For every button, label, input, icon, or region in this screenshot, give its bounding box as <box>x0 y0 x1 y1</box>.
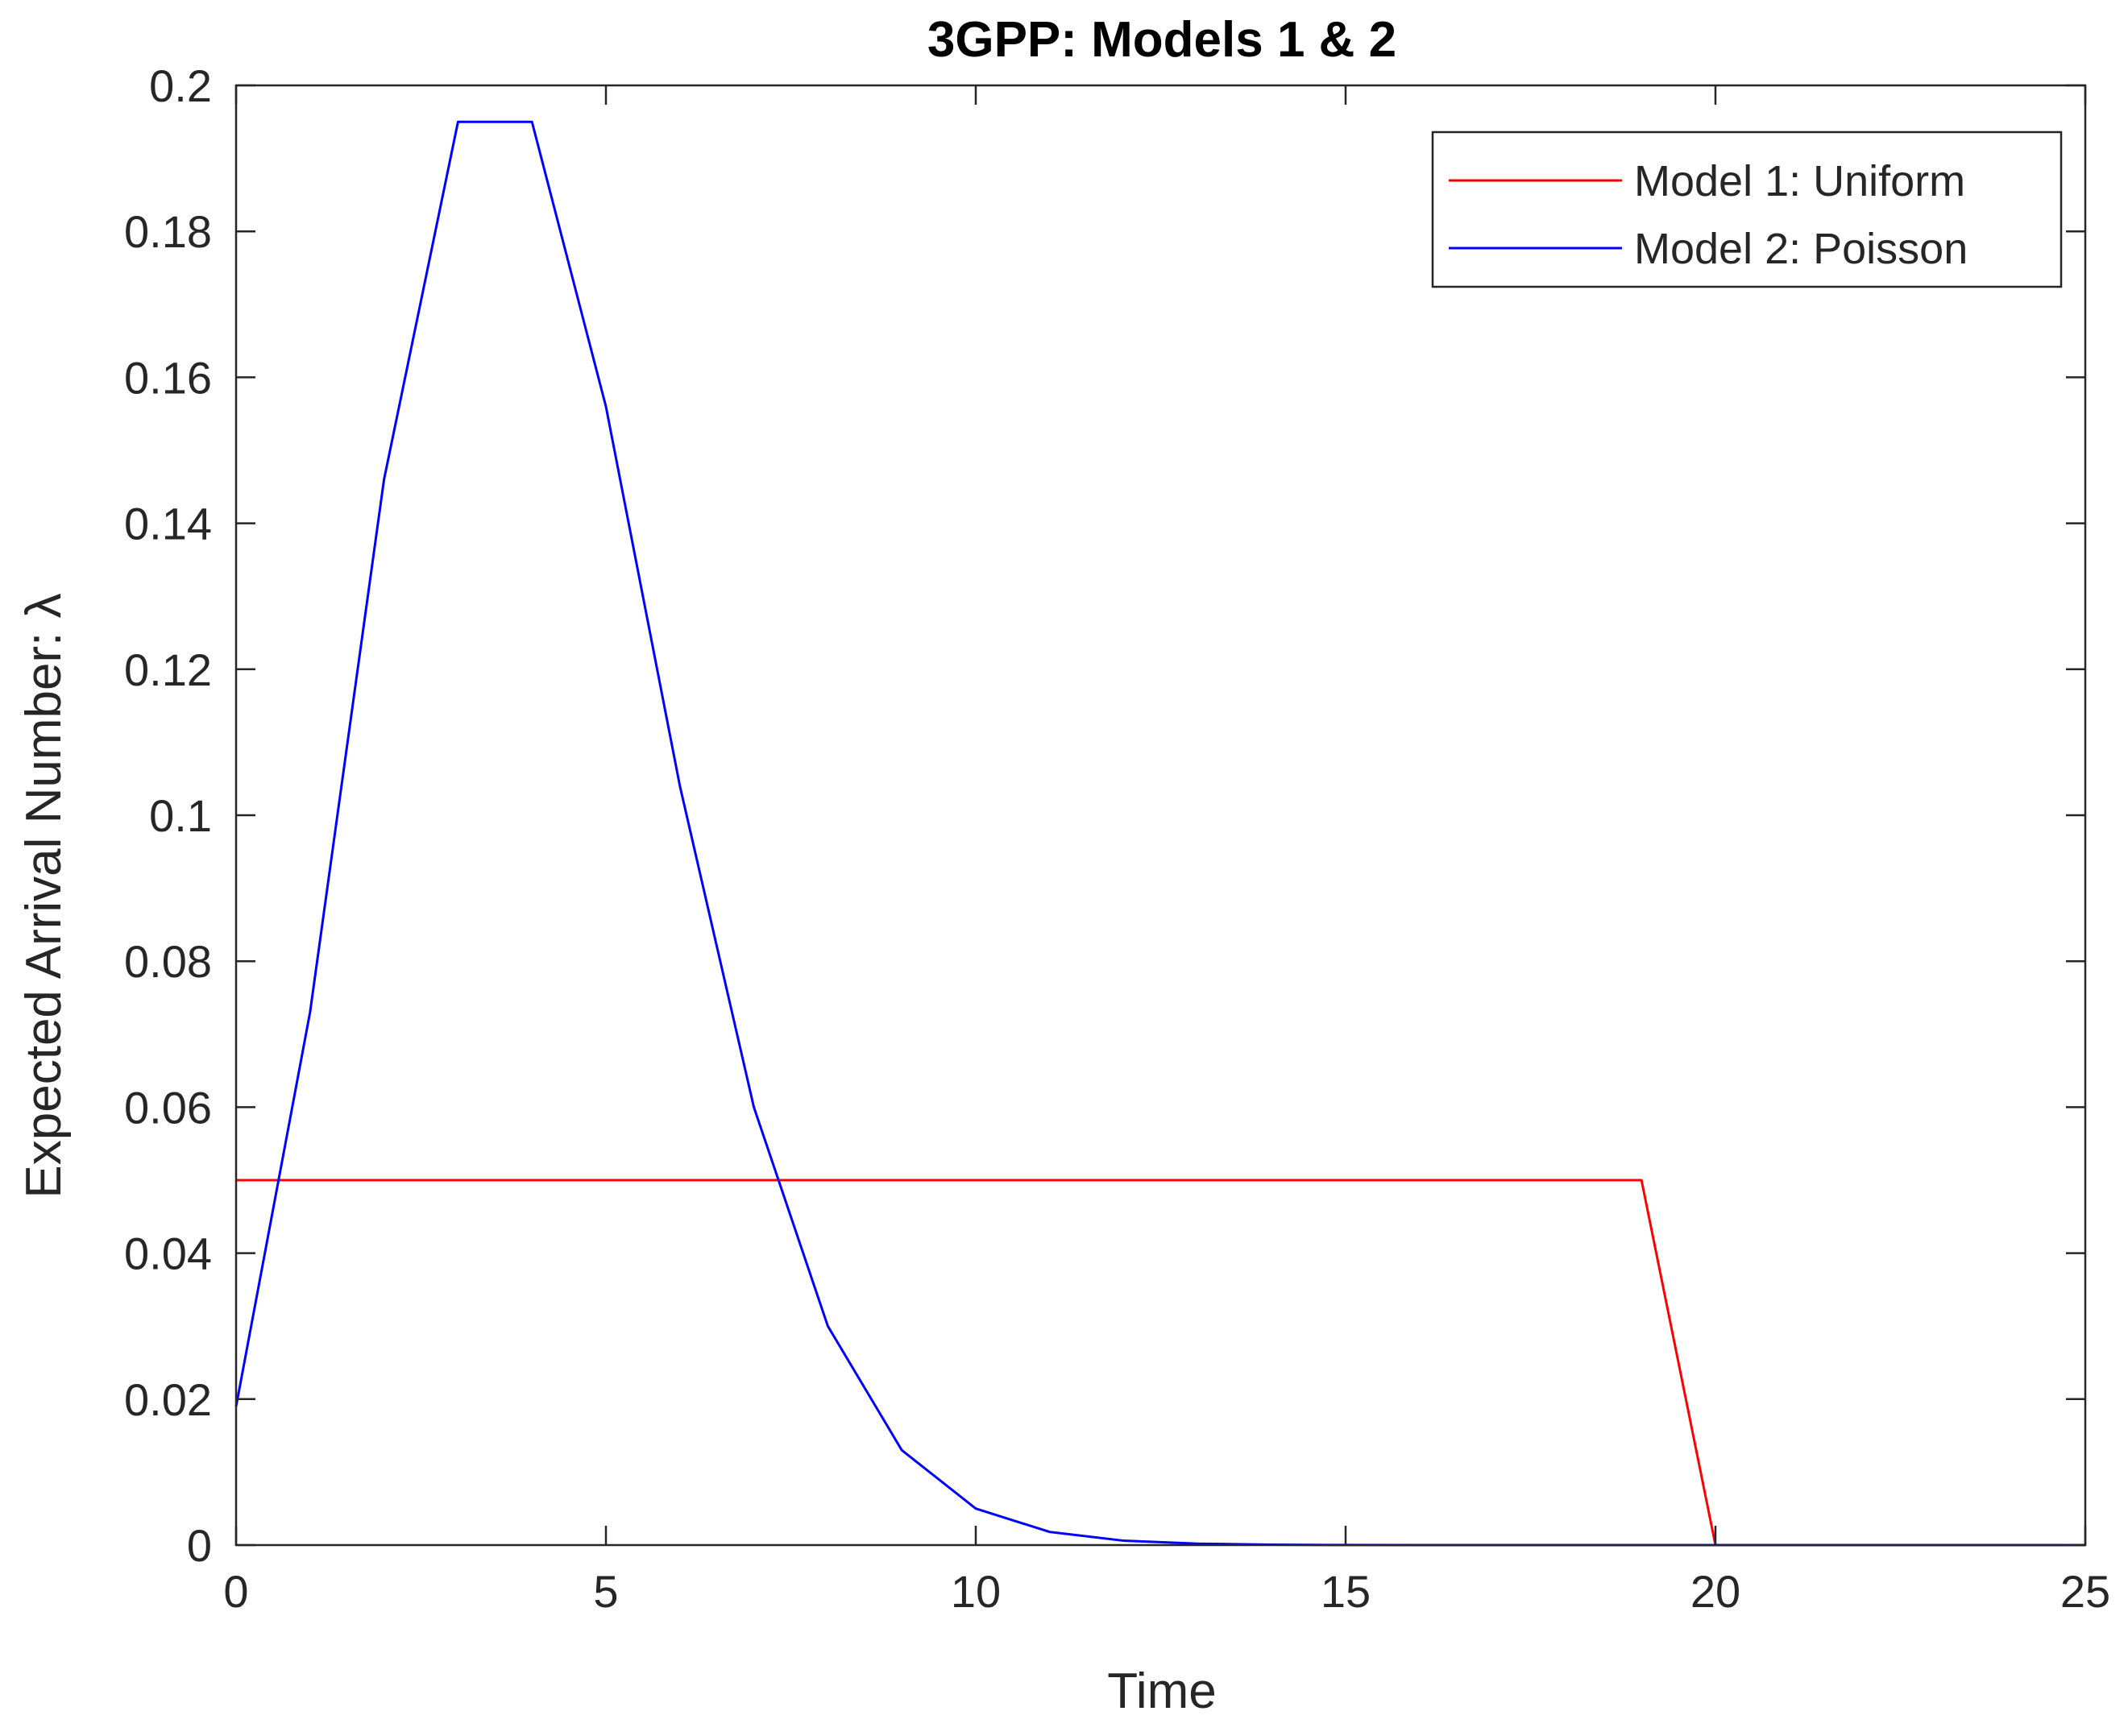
legend: Model 1: Uniform Model 2: Poisson <box>1431 131 2063 288</box>
y-tick-label: 0.06 <box>124 1082 212 1133</box>
x-tick-label: 0 <box>223 1566 248 1617</box>
y-tick-label: 0.02 <box>124 1374 212 1425</box>
x-tick-label: 15 <box>1321 1566 1371 1617</box>
y-axis-label: Expected Arrival Number: λ <box>16 593 72 1198</box>
y-tick-label: 0.18 <box>124 206 212 257</box>
y-tick-label: 0.08 <box>124 936 212 987</box>
y-tick-label: 0.16 <box>124 352 212 403</box>
y-tick-label: 0.1 <box>149 790 212 841</box>
y-tick-label: 0 <box>187 1520 212 1571</box>
y-axis-ticks: 0 0.02 0.04 0.06 0.08 0.1 0.12 0.14 0.16 0.18 0.2 <box>124 60 2085 1571</box>
x-axis-ticks: 0 5 10 15 20 25 <box>223 85 2110 1617</box>
x-tick-label: 10 <box>951 1566 1001 1617</box>
x-tick-label: 25 <box>2060 1566 2110 1617</box>
x-axis-label: Time <box>1107 1663 1216 1719</box>
y-tick-label: 0.12 <box>124 644 212 695</box>
x-tick-label: 20 <box>1690 1566 1740 1617</box>
y-tick-label: 0.14 <box>124 499 212 549</box>
chart-title: 3GPP: Models 1 & 2 <box>927 12 1396 68</box>
y-tick-label: 0.04 <box>124 1228 212 1279</box>
legend-label-2: Model 2: Poisson <box>1634 225 1968 273</box>
legend-label-1: Model 1: Uniform <box>1634 157 1965 205</box>
legend-box <box>1431 131 2063 288</box>
y-tick-label: 0.2 <box>149 60 212 111</box>
x-tick-label: 5 <box>593 1566 618 1617</box>
